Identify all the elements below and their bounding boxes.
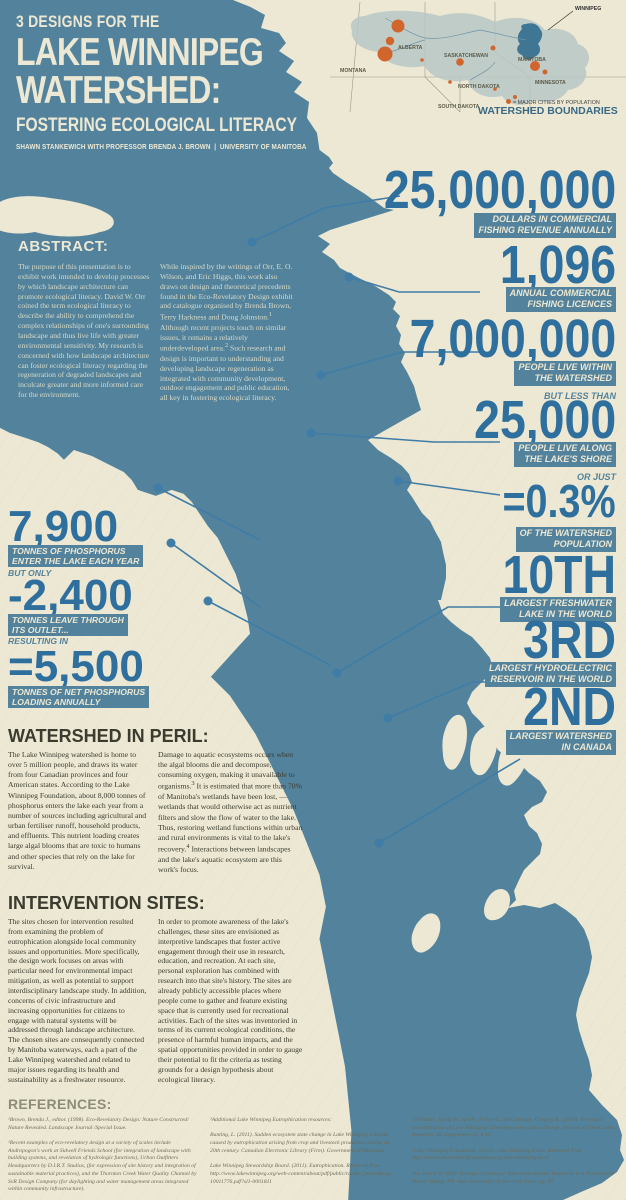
svg-text:ALBERTA: ALBERTA xyxy=(398,45,423,51)
svg-text:MINNESOTA: MINNESOTA xyxy=(535,80,566,86)
svg-text:SASKATCHEWAN: SASKATCHEWAN xyxy=(444,53,488,59)
svg-text:NORTH DAKOTA: NORTH DAKOTA xyxy=(458,84,500,90)
svg-text:MONTANA: MONTANA xyxy=(340,68,366,74)
svg-text:SOUTH DAKOTA: SOUTH DAKOTA xyxy=(438,104,480,110)
svg-text:WINNIPEG: WINNIPEG xyxy=(575,6,601,12)
svg-text:MANITOBA: MANITOBA xyxy=(518,57,546,63)
